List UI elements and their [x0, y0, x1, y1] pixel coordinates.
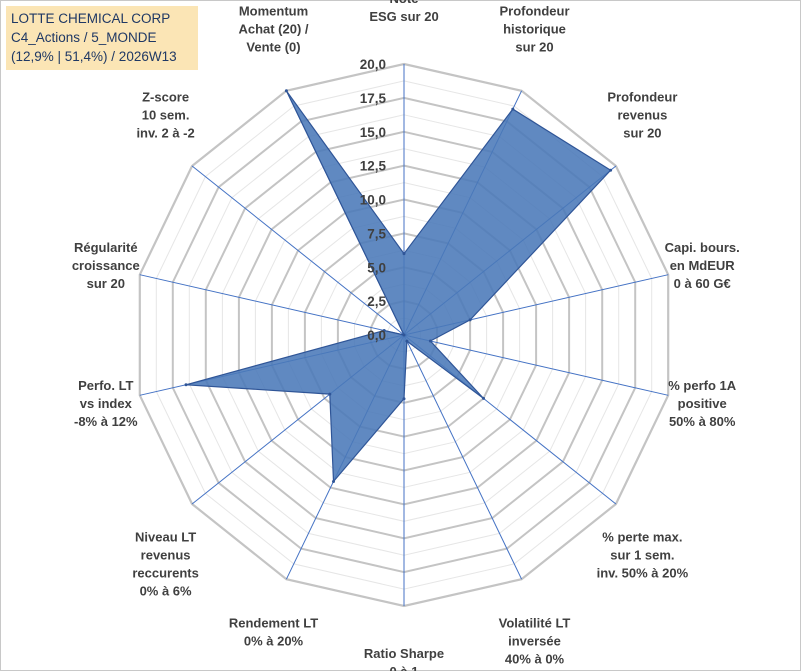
spoke-line [403, 334, 523, 580]
axis-label-line: -8% à 12% [74, 414, 138, 429]
data-point [468, 318, 472, 322]
axis-label-line: historique [503, 22, 566, 37]
axis-label-line: en MdEUR [670, 258, 736, 273]
axis-label-line: 40% à 0% [505, 651, 565, 666]
axis-label-line: % perte max. [602, 529, 682, 544]
axis-label-line: Profondeur [607, 90, 677, 105]
axis-label: % perfo 1A positive 50% à 80% [668, 378, 737, 429]
tick-label: 12,5 [360, 159, 387, 174]
tick-label: 17,5 [360, 91, 387, 106]
tick-label: 2,5 [367, 294, 386, 309]
axis-label-line: Achat (20) / [238, 22, 308, 37]
axis-label-line: Rendement LT [229, 615, 318, 630]
axis-label-line: inv. 2 à -2 [136, 126, 194, 141]
axis-label: Momentum Achat (20) / Vente (0) [238, 4, 308, 55]
data-point [428, 339, 432, 343]
axis-label-line: Niveau LT [135, 529, 196, 544]
axis-label-line: inv. 50% à 20% [597, 565, 689, 580]
spoke-line [191, 165, 405, 336]
chart-title-box: LOTTE CHEMICAL CORP C4_Actions / 5_MONDE… [6, 6, 198, 70]
axis-label-line: ESG sur 20 [369, 9, 438, 24]
axis-label: % perte max. sur 1 sem. inv. 50% à 20% [597, 529, 689, 580]
axis-label: Profondeur historique sur 20 [499, 4, 569, 55]
data-point [382, 329, 386, 332]
axis-label-line: 0% à 20% [244, 633, 304, 648]
data-point [402, 397, 406, 401]
axis-label: Rendement LT 0% à 20% [229, 615, 318, 648]
spoke-line [403, 334, 669, 396]
data-point [609, 168, 613, 172]
axis-label-line: Ratio Sharpe [364, 646, 444, 661]
data-point [284, 89, 288, 93]
tick-label: 15,0 [360, 125, 386, 140]
data-point [402, 252, 406, 256]
axis-label: Régularité croissance sur 20 [72, 240, 140, 291]
chart-title-company: LOTTE CHEMICAL CORP [11, 11, 171, 26]
axis-label-line: croissance [72, 258, 140, 273]
axis-label-line: reccurents [132, 565, 198, 580]
tick-label: 10,0 [360, 193, 386, 208]
axis-label-line: 50% à 80% [669, 414, 736, 429]
chart-title-category: C4_Actions / 5_MONDE [11, 30, 157, 45]
axis-label-line: Z-score [142, 90, 189, 105]
series-area [185, 90, 612, 484]
axis-label-line: 10 sem. [142, 108, 190, 123]
axis-label-line: 0 à 60 G€ [674, 276, 731, 291]
axis-label-line: 0 à 1 [390, 664, 419, 671]
axis-label-line: sur 20 [623, 126, 661, 141]
radar-series [185, 90, 612, 484]
axis-label: Z-score 10 sem. inv. 2 à -2 [136, 90, 194, 141]
tick-label: 7,5 [367, 226, 386, 241]
axis-label-line: Momentum [239, 4, 308, 19]
data-point [332, 480, 335, 483]
axis-label-line: positive [678, 396, 727, 411]
axis-label-line: revenus [617, 108, 667, 123]
data-point [405, 339, 409, 343]
axis-label: Ratio Sharpe 0 à 1 [364, 646, 444, 671]
spoke-line [139, 274, 405, 336]
data-point [402, 333, 406, 337]
tick-label: 0,0 [367, 328, 386, 343]
axis-label-line: Note [390, 0, 419, 6]
tick-label: 20,0 [360, 57, 386, 72]
axis-label-line: Régularité [74, 240, 138, 255]
data-point [328, 392, 332, 396]
axis-label-line: vs index [80, 396, 133, 411]
axis-label-line: 0% à 6% [140, 583, 192, 598]
axis-label: Perfo. LT vs index -8% à 12% [74, 378, 138, 429]
axis-label-line: Perfo. LT [78, 378, 133, 393]
axis-label-line: inversée [508, 633, 561, 648]
axis-label: Volatilité LT inversée 40% à 0% [499, 615, 571, 666]
data-point [184, 383, 188, 387]
chart-title-stats: (12,9% | 51,4%) / 2026W13 [11, 49, 177, 64]
axis-label-line: sur 20 [87, 276, 125, 291]
axis-label-line: Vente (0) [246, 40, 300, 55]
data-point [482, 396, 485, 400]
axis-label-line: Volatilité LT [499, 615, 571, 630]
axis-label: Profondeur revenus sur 20 [607, 90, 677, 141]
axis-label-line: Profondeur [499, 4, 569, 19]
axis-label-line: sur 20 [515, 40, 553, 55]
axis-labels: Note ESG sur 20 Profondeur historique sur 20… [72, 0, 740, 671]
axis-label-line: Capi. bours. [665, 240, 740, 255]
axis-label-line: % perfo 1A [668, 378, 737, 393]
tick-label: 5,0 [367, 260, 386, 275]
axis-label-line: sur 1 sem. [610, 547, 674, 562]
axis-label: Capi. bours. en MdEUR 0 à 60 G€ [665, 240, 740, 291]
axis-label: Niveau LT revenus reccurents 0% à 6% [132, 529, 198, 598]
axis-label: Note ESG sur 20 [369, 0, 438, 24]
axis-label-line: revenus [141, 547, 191, 562]
data-point [511, 107, 515, 111]
radial-tick-labels: 0,0 2,5 5,0 7,5 10,0 12,5 15,0 17,5 20,0 [184, 57, 613, 483]
